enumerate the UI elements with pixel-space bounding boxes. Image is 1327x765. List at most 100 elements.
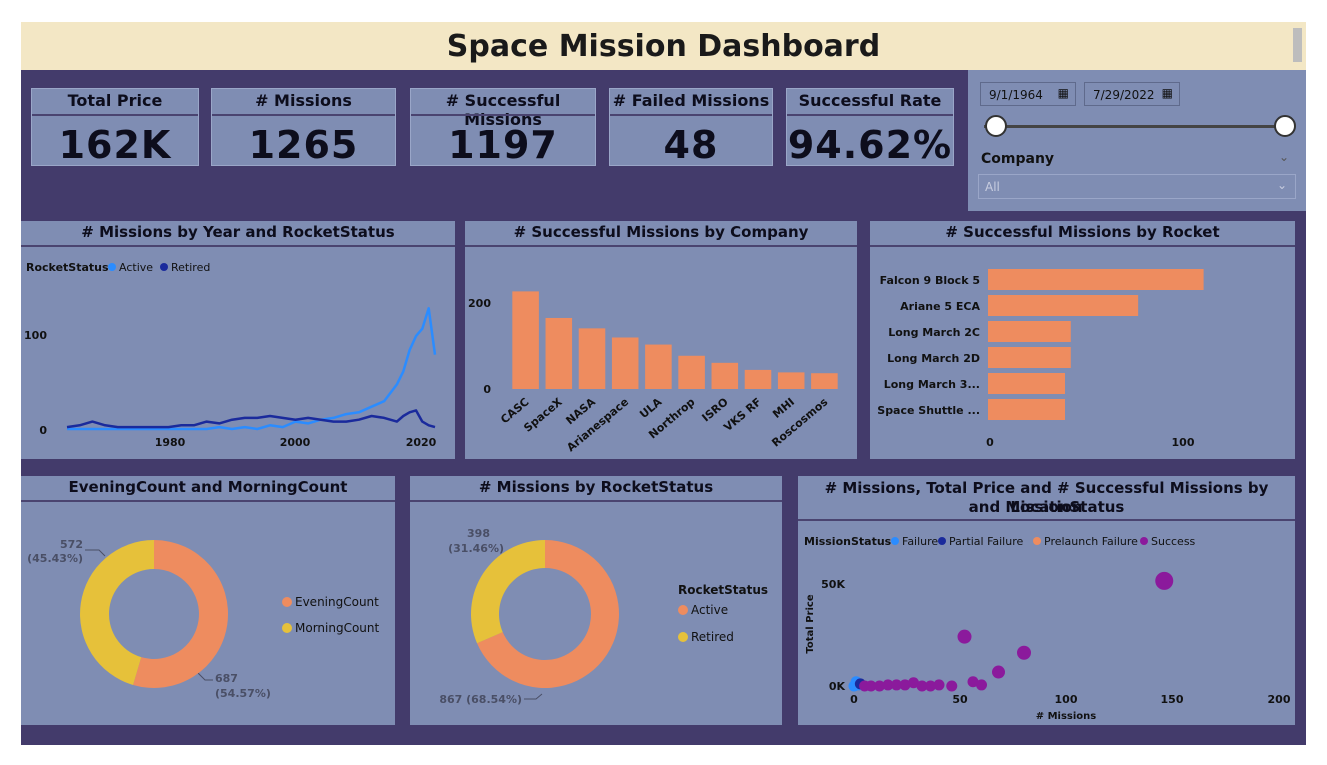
- chart-title-line-2: and MissionStatus: [968, 498, 1125, 516]
- company-dropdown-value: All: [985, 180, 1000, 194]
- kpi-divider: [32, 114, 198, 116]
- legend-marker: [938, 537, 946, 545]
- kpi-divider: [787, 114, 953, 116]
- line-series-active: [67, 307, 437, 431]
- scatter-point: [1155, 571, 1174, 590]
- scatter-point: [925, 680, 936, 692]
- y-tick-label: 0K: [829, 680, 846, 693]
- line-chart-canvas: RocketStatus 0 100 1980 2000 2020 Active…: [24, 261, 437, 449]
- donut-slice-retired: [471, 540, 545, 644]
- kpi-card-failed-missions[interactable]: # Failed Missions 48: [609, 88, 773, 167]
- legend-marker: [678, 605, 688, 615]
- kpi-card-successful-rate[interactable]: Successful Rate 94.62%: [786, 88, 954, 167]
- bar: [545, 317, 573, 389]
- date-slider-start-handle[interactable]: [985, 115, 1007, 137]
- x-category-label: SpaceX: [521, 395, 565, 435]
- legend-marker: [282, 597, 292, 607]
- kpi-card-successful-missions[interactable]: # Successful Missions 1197: [410, 88, 596, 167]
- legend-title: RocketStatus: [26, 261, 109, 274]
- legend-marker: [891, 537, 899, 545]
- bar: [744, 369, 772, 389]
- scatter-point: [967, 676, 979, 688]
- date-slider-end-handle[interactable]: [1274, 115, 1296, 137]
- kpi-label: # Failed Missions: [612, 91, 770, 110]
- kpi-label: # Missions: [255, 91, 352, 110]
- hbar-chart-canvas: 0 100 Falcon 9 Block 5 Ariane 5 ECA Long M…: [877, 269, 1204, 449]
- kpi-value: 48: [663, 123, 719, 167]
- bar: [645, 344, 672, 389]
- data-label-value: 572: [60, 538, 83, 551]
- legend-label: Active: [119, 261, 153, 274]
- scatter-point: [891, 679, 902, 691]
- title-divider: [798, 519, 1295, 521]
- title-divider: [21, 500, 395, 502]
- legend-marker: [108, 263, 116, 271]
- title-divider: [465, 245, 857, 247]
- chart-title: # Missions by Year and RocketStatus: [81, 223, 395, 241]
- legend-label: MorningCount: [295, 621, 380, 635]
- bar: [988, 295, 1139, 316]
- x-tick-label: 150: [1161, 693, 1184, 706]
- bar: [988, 321, 1071, 342]
- bar: [678, 355, 705, 389]
- scrollbar-thumb[interactable]: [1293, 28, 1302, 62]
- legend-label: Success: [1151, 535, 1196, 548]
- date-slider-track[interactable]: [984, 125, 1284, 128]
- kpi-value: 1265: [248, 123, 359, 167]
- kpi-card-missions[interactable]: # Missions 1265: [211, 88, 396, 167]
- bar: [711, 362, 739, 389]
- donut-slice-active: [477, 540, 620, 688]
- legend-title: MissionStatus: [804, 535, 892, 548]
- scatter-point: [933, 679, 945, 691]
- chevron-down-icon[interactable]: ⌄: [1279, 150, 1290, 164]
- y-category-label: Long March 3...: [884, 378, 980, 391]
- x-axis-title: # Missions: [1036, 711, 1097, 722]
- x-category-label: VKS RF: [721, 395, 764, 434]
- chart-missions-price-scatter[interactable]: # Missions, Total Price and # Successful…: [798, 476, 1295, 725]
- x-category-label: MHI: [770, 395, 797, 421]
- scatter-point: [1017, 645, 1031, 660]
- kpi-value: 94.62%: [787, 123, 953, 167]
- chart-successful-by-rocket[interactable]: # Successful Missions by Rocket 0 100 Fa…: [870, 221, 1295, 459]
- scatter-chart-canvas: MissionStatus 0K 50K 0 50 100 150 200 # …: [804, 535, 1291, 722]
- calendar-icon[interactable]: ▦: [1057, 86, 1069, 100]
- chart-title: # Successful Missions by Company: [513, 223, 809, 241]
- end-date-value: 7/29/2022: [1093, 88, 1155, 102]
- legend-label: Retired: [691, 630, 734, 644]
- y-tick-label: 0: [483, 383, 491, 396]
- scatter-point: [976, 679, 987, 691]
- kpi-card-total-price[interactable]: Total Price 162K: [31, 88, 199, 167]
- y-category-label: Long March 2D: [887, 352, 980, 365]
- x-tick-label: 200: [1268, 693, 1291, 706]
- company-filter-label: Company: [981, 151, 1055, 167]
- kpi-label: Successful Rate: [798, 91, 942, 110]
- x-tick-label: 2000: [280, 436, 311, 449]
- kpi-value: 1197: [448, 123, 558, 167]
- scatter-point: [992, 665, 1005, 679]
- dashboard-title: Space Mission Dashboard: [446, 29, 881, 64]
- scatter-point: [946, 680, 958, 692]
- bar: [988, 269, 1204, 290]
- chart-evening-morning[interactable]: EveningCount and MorningCount 572 (45.43…: [21, 476, 395, 725]
- start-date-input[interactable]: 9/1/1964 ▦: [980, 82, 1076, 106]
- legend-marker: [1140, 537, 1148, 545]
- end-date-input[interactable]: 7/29/2022 ▦: [1084, 82, 1180, 106]
- bar: [988, 373, 1065, 394]
- scatter-point: [865, 680, 877, 692]
- calendar-icon[interactable]: ▦: [1161, 86, 1173, 100]
- bar: [611, 337, 639, 389]
- y-tick-label: 100: [24, 329, 47, 342]
- legend-title: RocketStatus: [678, 583, 768, 597]
- leader-line: [524, 693, 543, 700]
- legend-label: Partial Failure: [949, 535, 1023, 548]
- company-dropdown[interactable]: All ⌄: [978, 174, 1296, 199]
- bar: [512, 291, 539, 389]
- kpi-value: 162K: [58, 123, 172, 167]
- chart-successful-by-company[interactable]: # Successful Missions by Company 0 200 C…: [465, 221, 857, 459]
- scatter-point: [882, 679, 894, 691]
- legend-label: Active: [691, 603, 728, 617]
- chart-missions-by-rocketstatus[interactable]: # Missions by RocketStatus 398 (31.46%) …: [410, 476, 782, 725]
- donut-slice-morningcount: [80, 540, 154, 685]
- chart-missions-by-year[interactable]: # Missions by Year and RocketStatus Rock…: [21, 221, 455, 459]
